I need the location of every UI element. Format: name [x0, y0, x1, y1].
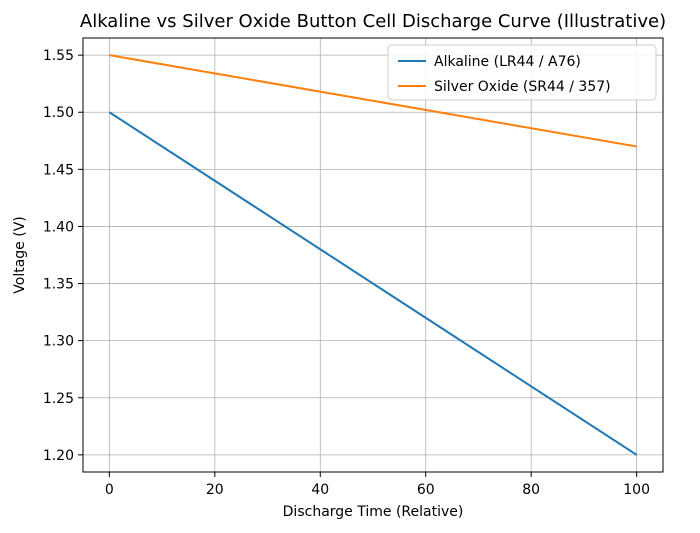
y-tick-label: 1.20 — [43, 448, 74, 464]
plot-frame — [82, 37, 664, 473]
y-tick-label: 1.30 — [43, 334, 74, 350]
x-tick-label: 80 — [522, 482, 540, 498]
y-tick-label: 1.45 — [43, 162, 74, 178]
x-axis-label: Discharge Time (Relative) — [283, 504, 464, 520]
legend-label-0: Alkaline (LR44 / A76) — [434, 54, 581, 70]
chart-title: Alkaline vs Silver Oxide Button Cell Dis… — [80, 11, 666, 32]
legend-label-1: Silver Oxide (SR44 / 357) — [434, 79, 611, 95]
y-tick-label: 1.35 — [43, 277, 74, 293]
y-tick-label: 1.25 — [43, 391, 74, 407]
x-tick-label: 40 — [311, 482, 329, 498]
series-line-1 — [109, 54, 637, 148]
x-tick-label: 0 — [105, 482, 114, 498]
y-tick-label: 1.55 — [43, 48, 74, 64]
series-line-0 — [108, 111, 638, 456]
x-tick-label: 100 — [623, 482, 650, 498]
x-tick-label: 60 — [417, 482, 435, 498]
y-tick-label: 1.50 — [43, 105, 74, 121]
y-tick-label: 1.40 — [43, 219, 74, 235]
legend-box — [387, 44, 657, 101]
x-tick-label: 20 — [206, 482, 224, 498]
y-axis-label: Voltage (V) — [12, 216, 28, 293]
